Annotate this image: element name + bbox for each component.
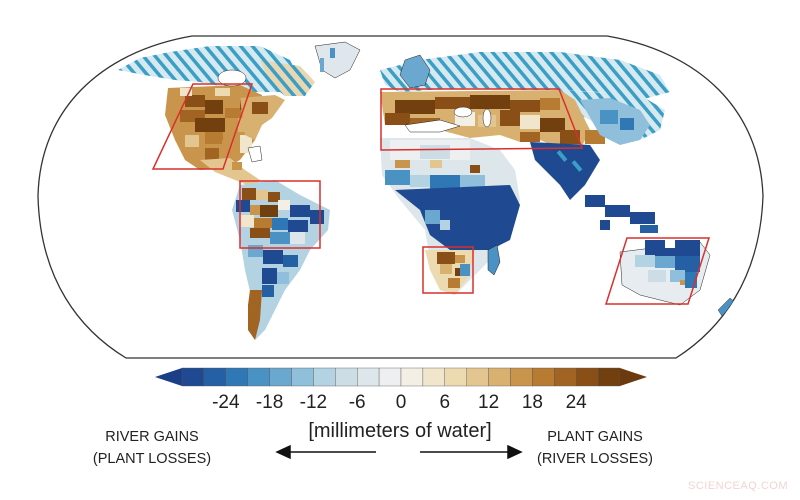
river-gains-line2: (PLANT LOSSES) [92, 451, 212, 467]
region-box-europe-asia [380, 88, 584, 151]
north-america [118, 41, 361, 188]
colorbar-segment [532, 367, 555, 387]
region-boxes [151, 83, 711, 305]
colorbar-units-label: [millimeters of water] [308, 420, 492, 442]
colorbar-tick-label: -18 [255, 392, 284, 413]
colorbar-tick-label: 0 [395, 392, 407, 413]
colorbar-tick-label: -6 [348, 392, 366, 413]
colorbar-tick-label: -24 [212, 392, 240, 413]
colorbar-segment [225, 367, 248, 387]
colorbar-tick-label: 24 [565, 392, 587, 413]
africa [380, 138, 520, 295]
colorbar-segment [488, 367, 511, 387]
river-gains-line1: RIVER GAINS [105, 429, 199, 445]
colorbar-segment [422, 367, 445, 387]
colorbar-segment [378, 367, 402, 387]
colorbar-segment [444, 367, 467, 387]
plant-gains-line1: PLANT GAINS [547, 429, 643, 445]
colorbar-segment [597, 367, 621, 387]
colorbar-segment [576, 367, 599, 387]
colorbar-segment [247, 367, 270, 387]
colorbar-segment [554, 367, 577, 387]
colorbar-segment [510, 367, 533, 387]
colorbar-segment [291, 367, 314, 387]
eurasia [380, 52, 670, 233]
colorbar-segment [335, 367, 358, 387]
colorbar-segment [181, 367, 205, 387]
colorbar-tick-label: 18 [521, 392, 543, 413]
watermark: SCIENCEAQ.COM [687, 480, 788, 492]
colorbar-segment [400, 367, 424, 387]
plant-gains-label: PLANT GAINS (RIVER LOSSES) [537, 426, 653, 470]
colorbar-tick-label: 12 [478, 392, 500, 413]
region-box-north-america [151, 83, 254, 170]
colorbar-segment [357, 367, 380, 387]
region-box-south-america [239, 180, 321, 249]
colorbar-min-arrow [155, 368, 182, 386]
colorbar-segment [269, 367, 292, 387]
australia [619, 240, 736, 317]
colorbar-tick-label: 6 [439, 392, 451, 413]
region-box-australia [604, 237, 711, 305]
colorbar [155, 367, 647, 387]
colorbar-tick-label: -12 [299, 392, 328, 413]
colorbar-segment [203, 367, 226, 387]
legend-arrows [275, 444, 523, 460]
colorbar-max-arrow [620, 368, 647, 386]
plant-gains-line2: (RIVER LOSSES) [536, 451, 654, 467]
colorbar-segment [313, 367, 336, 387]
river-gains-label: RIVER GAINS (PLANT LOSSES) [93, 426, 211, 470]
colorbar-segment [466, 367, 489, 387]
region-box-southern-africa [422, 246, 474, 294]
